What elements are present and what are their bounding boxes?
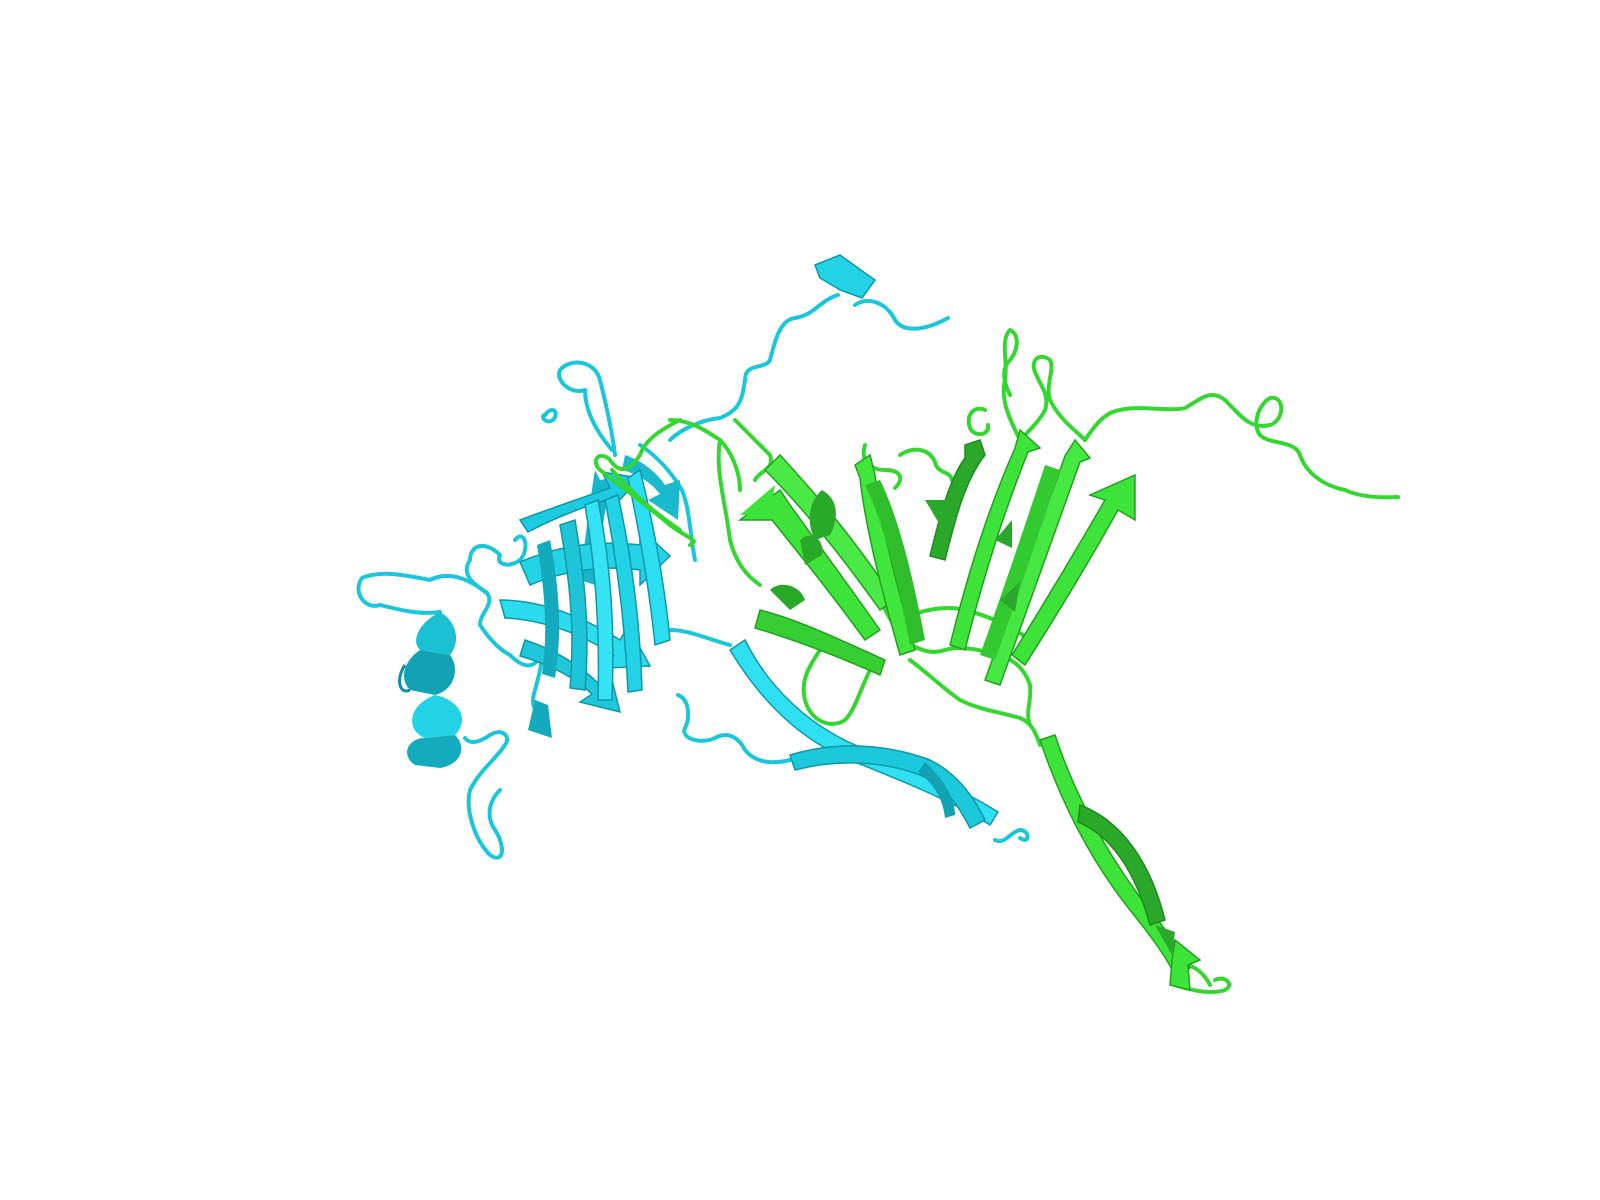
green-beta-sheet-right — [925, 428, 1136, 686]
green-beta-hairpin — [1039, 734, 1202, 991]
cyan-beta-barrel — [499, 455, 680, 738]
chain-cyan — [356, 254, 1030, 860]
chain-green — [593, 328, 1400, 995]
green-beta-sheet-left — [737, 453, 925, 677]
cyan-alpha-helix — [398, 612, 463, 768]
green-loops — [593, 328, 1400, 995]
cyan-beta-hairpin — [728, 638, 1000, 830]
cyan-small-helix — [814, 254, 877, 299]
